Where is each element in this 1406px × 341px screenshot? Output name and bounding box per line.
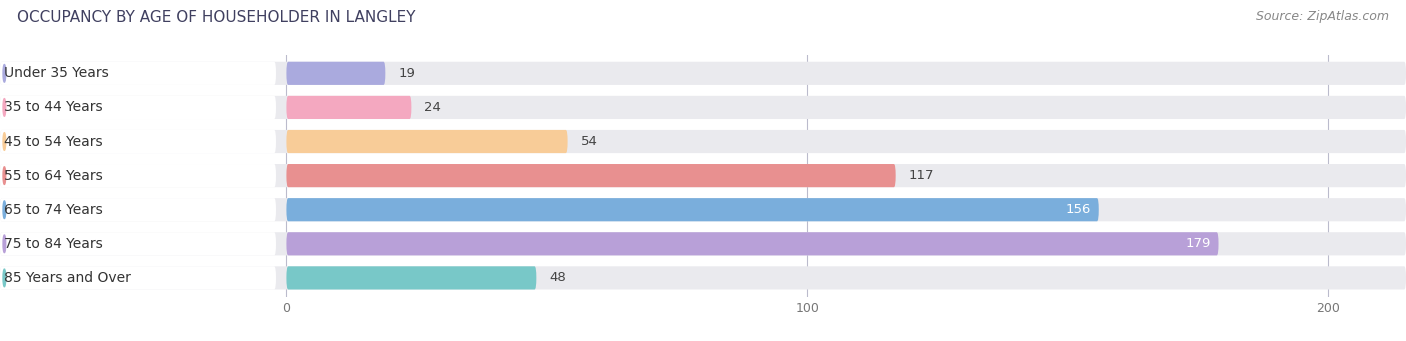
Circle shape [3, 99, 6, 116]
FancyBboxPatch shape [0, 164, 1406, 187]
FancyBboxPatch shape [0, 232, 276, 255]
FancyBboxPatch shape [287, 62, 385, 85]
FancyBboxPatch shape [0, 164, 276, 187]
FancyBboxPatch shape [287, 164, 896, 187]
Text: 55 to 64 Years: 55 to 64 Years [4, 168, 103, 183]
FancyBboxPatch shape [0, 266, 1406, 290]
Circle shape [3, 133, 6, 150]
Circle shape [3, 167, 6, 184]
Text: 45 to 54 Years: 45 to 54 Years [4, 134, 103, 149]
Text: 117: 117 [908, 169, 934, 182]
FancyBboxPatch shape [0, 130, 1406, 153]
Text: 48: 48 [550, 271, 567, 284]
FancyBboxPatch shape [0, 198, 1406, 221]
Text: 19: 19 [398, 67, 415, 80]
FancyBboxPatch shape [0, 96, 276, 119]
FancyBboxPatch shape [287, 198, 1098, 221]
Text: 35 to 44 Years: 35 to 44 Years [4, 100, 103, 115]
FancyBboxPatch shape [0, 130, 276, 153]
Text: 75 to 84 Years: 75 to 84 Years [4, 237, 103, 251]
Text: Under 35 Years: Under 35 Years [4, 66, 108, 80]
Circle shape [3, 64, 6, 82]
Circle shape [3, 235, 6, 253]
FancyBboxPatch shape [287, 232, 1219, 255]
Circle shape [3, 201, 6, 219]
FancyBboxPatch shape [0, 62, 1406, 85]
FancyBboxPatch shape [0, 266, 276, 290]
FancyBboxPatch shape [0, 198, 276, 221]
FancyBboxPatch shape [287, 266, 536, 290]
Text: 54: 54 [581, 135, 598, 148]
Circle shape [3, 269, 6, 287]
Text: OCCUPANCY BY AGE OF HOUSEHOLDER IN LANGLEY: OCCUPANCY BY AGE OF HOUSEHOLDER IN LANGL… [17, 10, 415, 25]
Text: 24: 24 [425, 101, 441, 114]
Text: 65 to 74 Years: 65 to 74 Years [4, 203, 103, 217]
FancyBboxPatch shape [0, 96, 1406, 119]
FancyBboxPatch shape [287, 96, 412, 119]
Text: 179: 179 [1185, 237, 1211, 250]
FancyBboxPatch shape [0, 232, 1406, 255]
FancyBboxPatch shape [287, 130, 568, 153]
Text: 85 Years and Over: 85 Years and Over [4, 271, 131, 285]
FancyBboxPatch shape [0, 62, 276, 85]
Text: Source: ZipAtlas.com: Source: ZipAtlas.com [1256, 10, 1389, 23]
Text: 156: 156 [1066, 203, 1091, 216]
